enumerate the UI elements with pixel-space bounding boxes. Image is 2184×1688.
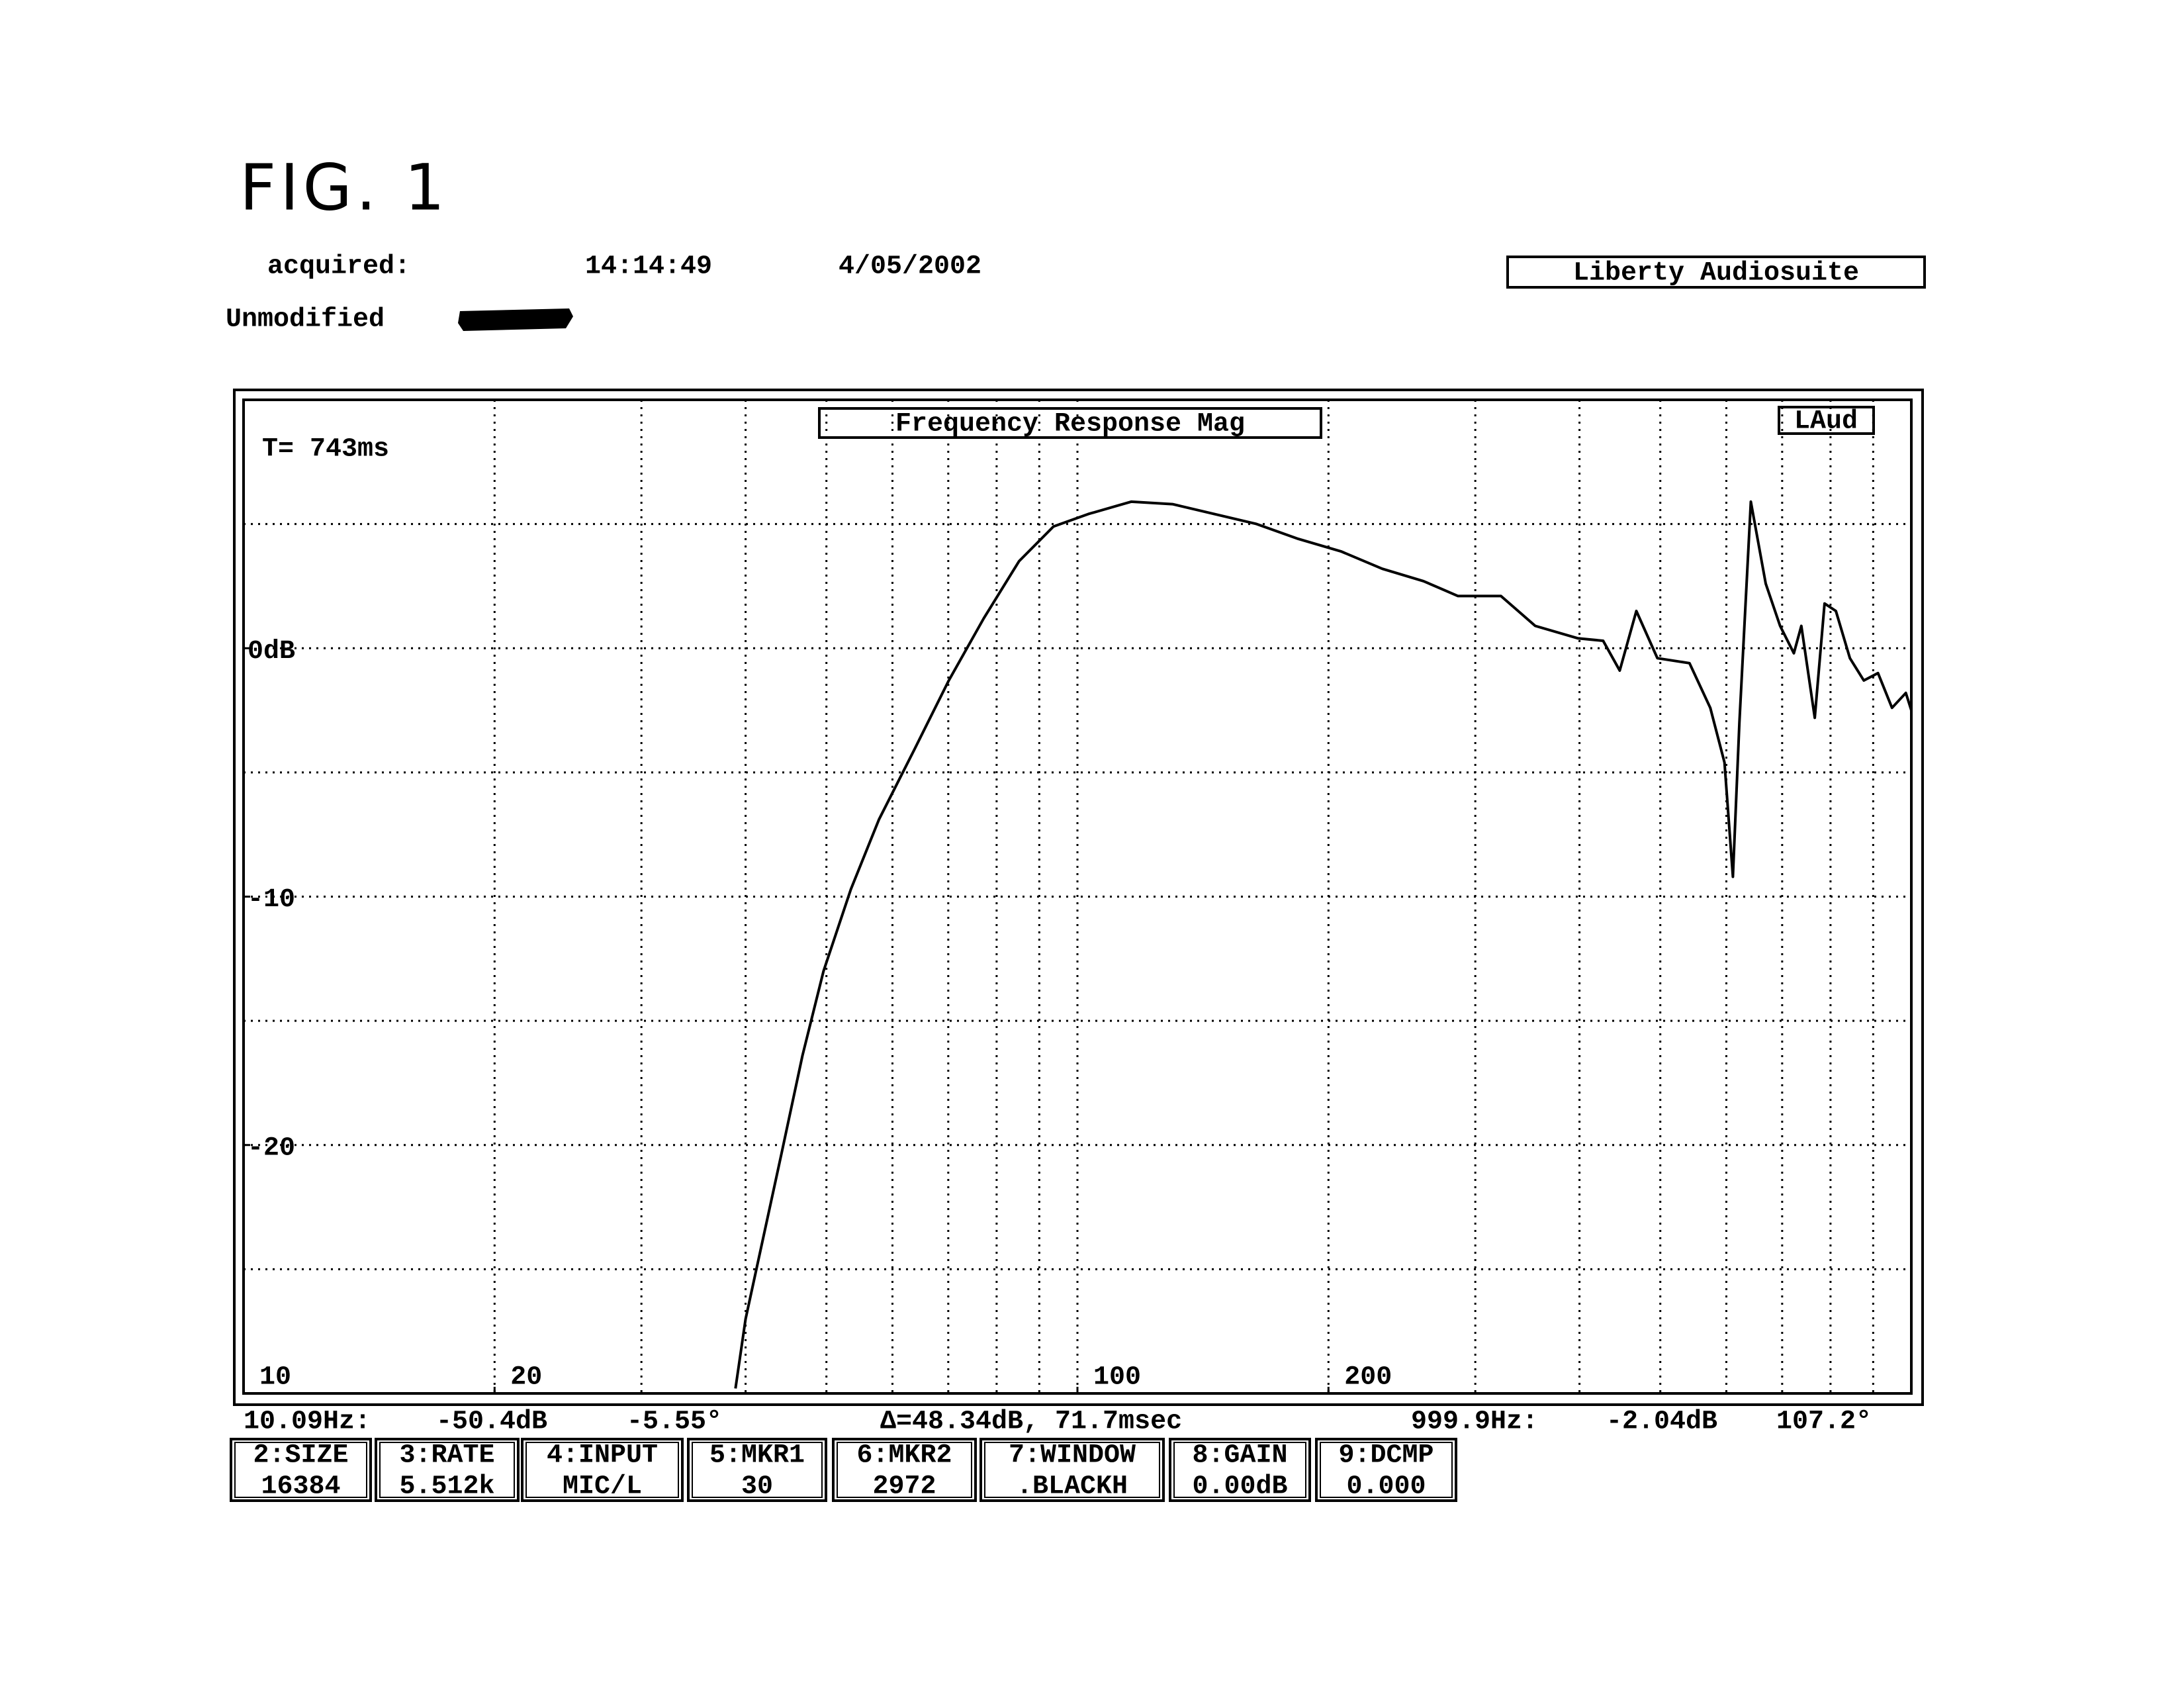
status-left-level: -50.4dB: [436, 1407, 547, 1437]
status-left-freq: 10.09Hz:: [244, 1407, 371, 1437]
x-tick-label: 200: [1344, 1363, 1392, 1393]
setting-box: [1169, 1438, 1311, 1502]
setting-box: [979, 1438, 1165, 1502]
software-name: Liberty Audiosuite: [1573, 259, 1859, 289]
setting-label: 7:WINDOW: [1009, 1441, 1136, 1471]
setting-value: 2972: [872, 1472, 936, 1502]
setting-box: [687, 1438, 827, 1502]
setting-box-inner: [525, 1442, 679, 1498]
redaction: [458, 308, 573, 331]
outer-frame: [233, 389, 1924, 1406]
y-tick-label: -10: [248, 885, 295, 915]
setting-box-inner: [379, 1442, 515, 1498]
badge-box: [1778, 406, 1875, 435]
acquired-label: acquired:: [267, 252, 410, 282]
setting-box: [521, 1438, 684, 1502]
setting-label: 9:DCMP: [1338, 1441, 1433, 1471]
setting-value: MIC/L: [563, 1472, 642, 1502]
setting-box: [832, 1438, 977, 1502]
y-tick-label: -20: [248, 1133, 295, 1163]
setting-label: 4:INPUT: [547, 1441, 658, 1471]
setting-box-inner: [1320, 1442, 1453, 1498]
setting-box-inner: [234, 1442, 367, 1498]
setting-label: 3:RATE: [399, 1441, 494, 1471]
setting-label: 5:MKR1: [709, 1441, 805, 1471]
setting-value: 5.512k: [399, 1472, 494, 1502]
x-tick-label: 100: [1093, 1363, 1141, 1393]
badge: LAud: [1794, 407, 1858, 437]
setting-box-inner: [984, 1442, 1160, 1498]
chart-title: Frequency Response Mag: [895, 410, 1245, 440]
setting-value: .BLACKH: [1017, 1472, 1128, 1502]
description: Unmodified: [226, 305, 385, 335]
chart-title-box: [818, 407, 1322, 439]
setting-label: 2:SIZE: [253, 1441, 348, 1471]
status-delta: Δ=48.34dB, 71.7msec: [880, 1407, 1182, 1437]
x-tick-label: 10: [259, 1363, 291, 1393]
status-left-phase: -5.55°: [627, 1407, 722, 1437]
setting-box: [230, 1438, 372, 1502]
status-right-phase: 107.2°: [1776, 1407, 1872, 1437]
status-right-freq: 999.9Hz:: [1411, 1407, 1538, 1437]
setting-value: 0.00dB: [1192, 1472, 1287, 1502]
setting-label: 8:GAIN: [1192, 1441, 1287, 1471]
status-line: 10.09Hz: -50.4dB -5.55° Δ=48.34dB, 71.7m…: [244, 1407, 1872, 1437]
setting-label: 6:MKR2: [856, 1441, 952, 1471]
acquired-date: 4/05/2002: [839, 252, 981, 282]
x-tick-label: 20: [510, 1363, 542, 1393]
setting-box: [1315, 1438, 1457, 1502]
setting-value: 30: [741, 1472, 773, 1502]
setting-value: 0.000: [1346, 1472, 1426, 1502]
y-tick-label: 0dB: [248, 637, 295, 667]
setting-box-inner: [692, 1442, 823, 1498]
software-box: [1506, 256, 1926, 289]
setting-box-inner: [837, 1442, 972, 1498]
acquired-time: 14:14:49: [585, 252, 712, 282]
response-line: [734, 500, 1913, 1389]
setting-box-inner: [1173, 1442, 1306, 1498]
status-right-level: -2.04dB: [1606, 1407, 1717, 1437]
setting-value: 16384: [261, 1472, 340, 1502]
setting-box: [375, 1438, 520, 1502]
annotation: T= 743ms: [262, 435, 389, 465]
figure-label: FIG. 1: [240, 150, 449, 224]
